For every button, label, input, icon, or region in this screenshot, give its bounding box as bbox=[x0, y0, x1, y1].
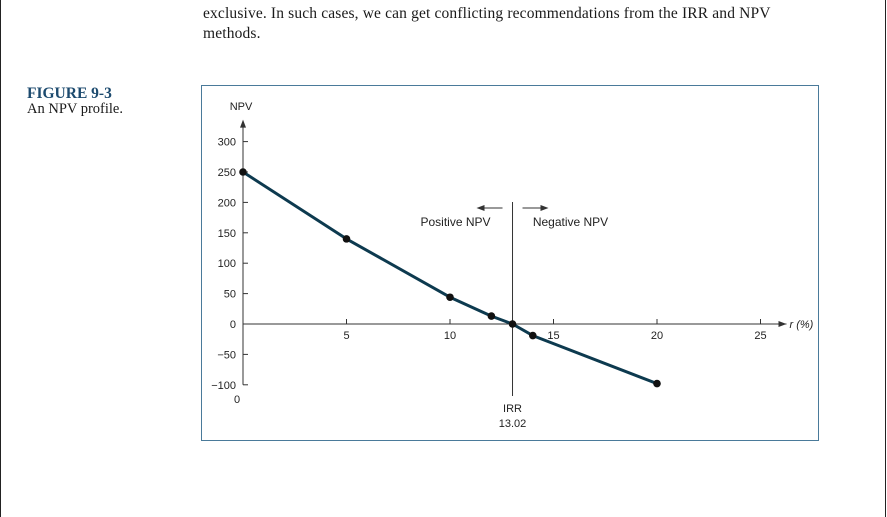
x-axis-label: r (%) bbox=[790, 319, 814, 331]
irr-label: IRR bbox=[503, 403, 522, 415]
x-tick-label: 5 bbox=[343, 330, 349, 342]
y-axis-label: NPV bbox=[230, 101, 253, 113]
positive-npv-arrowhead bbox=[476, 205, 485, 211]
body-text-line-1: exclusive. In such cases, we can get con… bbox=[203, 5, 771, 22]
negative-npv-label: Negative NPV bbox=[533, 215, 608, 229]
y-tick-label: −50 bbox=[217, 349, 236, 361]
y-tick-label: 0 bbox=[230, 319, 236, 331]
y-tick-label: 250 bbox=[218, 167, 236, 179]
npv-data-point bbox=[446, 293, 454, 302]
y-tick-label: 200 bbox=[218, 197, 236, 209]
y-tick-label: 150 bbox=[218, 228, 236, 240]
x-tick-label: 10 bbox=[444, 330, 456, 342]
x-tick-label: 25 bbox=[754, 330, 766, 342]
x-tick-label: 15 bbox=[547, 330, 559, 342]
npv-profile-chart: NPV r (%) 300 250 200 150 100 50 0 −50 −100 5 10 15 20… bbox=[201, 85, 819, 441]
positive-npv-label: Positive NPV bbox=[420, 215, 490, 229]
y-tick-label: 100 bbox=[218, 258, 236, 270]
negative-npv-arrowhead bbox=[540, 205, 549, 211]
npv-data-point bbox=[487, 312, 496, 320]
y-tick-label: 300 bbox=[218, 137, 236, 149]
body-text-line-2: methods. bbox=[203, 25, 261, 42]
figure-number: FIGURE 9-3 bbox=[27, 85, 112, 102]
npv-data-point bbox=[529, 331, 537, 340]
figure-caption: An NPV profile. bbox=[27, 101, 123, 117]
y-tick-label: −100 bbox=[211, 380, 236, 392]
body-paragraph: exclusive. In such cases, we can get con… bbox=[203, 4, 843, 44]
npv-data-point bbox=[508, 320, 517, 328]
y-tick-label: 50 bbox=[224, 289, 236, 301]
npv-data-point bbox=[239, 168, 247, 176]
x-axis-arrow bbox=[778, 321, 787, 327]
irr-value-label: 13.02 bbox=[499, 418, 527, 430]
page-left-border bbox=[0, 0, 1, 517]
x-origin-label: 0 bbox=[234, 394, 240, 406]
npv-data-point bbox=[653, 379, 661, 388]
x-tick-label: 20 bbox=[651, 330, 663, 342]
npv-data-point bbox=[342, 235, 351, 243]
page-right-border bbox=[885, 0, 886, 517]
npv-profile-line bbox=[242, 170, 658, 385]
y-axis-arrow bbox=[240, 119, 246, 128]
